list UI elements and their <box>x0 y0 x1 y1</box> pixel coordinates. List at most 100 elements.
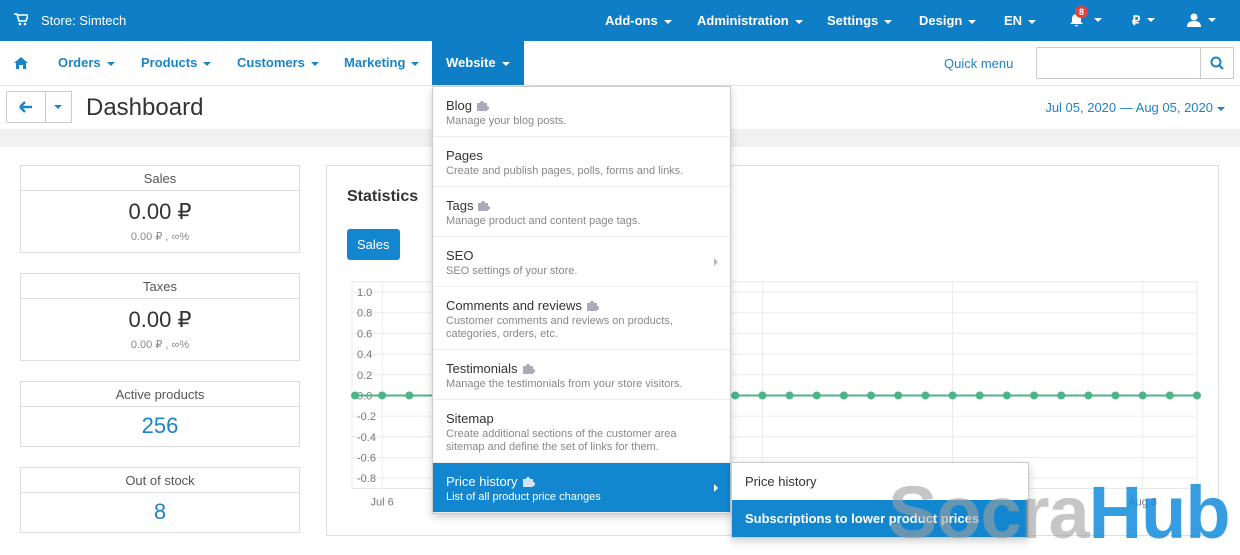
page-title: Dashboard <box>86 94 204 121</box>
menu-item-title: Testimonials <box>446 360 700 377</box>
card-label: Sales <box>21 166 299 191</box>
caret <box>106 61 115 66</box>
addon-icon <box>522 364 535 374</box>
menu-item-title-text: Price history <box>446 474 518 489</box>
card-label: Active products <box>21 382 299 407</box>
nav-label: Orders <box>58 55 101 70</box>
nav-item[interactable]: Website <box>432 41 524 85</box>
card-value[interactable]: 256 <box>141 413 179 438</box>
caret <box>1028 19 1037 24</box>
top-menu-label: Settings <box>827 13 879 28</box>
menu-item-desc: SEO settings of your store. <box>446 265 578 277</box>
menu-item-title-text: Blog <box>446 98 473 113</box>
menu-item-title: SEO <box>446 247 700 264</box>
top-menu-item[interactable]: Add-ons <box>605 13 672 28</box>
back-icon <box>19 101 32 113</box>
caret <box>54 105 62 110</box>
price-history-submenu: Price history Subscriptions to lower prod… <box>731 462 1029 538</box>
addon-icon <box>586 301 599 311</box>
card-label: Out of stock <box>21 468 299 493</box>
addon-icon <box>477 101 490 111</box>
card-value: 0.00 ₽ <box>128 307 192 332</box>
top-bar: Store: Simtech Add-ons Administration Sett… <box>0 0 1240 41</box>
stat-card: Active products 256 <box>20 381 300 447</box>
caret <box>501 61 510 66</box>
statistics-title: Statistics <box>347 188 419 205</box>
addon-icon <box>478 201 491 211</box>
top-menu-item[interactable]: EN <box>1004 13 1037 28</box>
top-menu-label: EN <box>1004 13 1023 28</box>
menu-item-title-text: Comments and reviews <box>446 298 582 313</box>
card-sub: 0.00 ₽ , ∞% <box>130 231 190 243</box>
top-menu-label: Administration <box>697 13 789 28</box>
menu-item-title-text: Sitemap <box>446 411 494 426</box>
menu-item-title: Sitemap <box>446 410 700 427</box>
watermark-right: Hub <box>1088 471 1231 554</box>
menu-item-title: Comments and reviews <box>446 297 700 314</box>
menu-item[interactable]: SEO SEO settings of your store. <box>433 237 730 287</box>
menu-item-desc: Create and publish pages, polls, forms a… <box>446 165 684 177</box>
submenu-arrow <box>714 257 718 266</box>
menu-item-title-text: Tags <box>446 198 474 213</box>
watermark: SocraHub <box>888 470 1231 555</box>
menu-item-title-text: SEO <box>446 248 474 263</box>
nav-item[interactable]: Products <box>127 41 225 85</box>
menu-item[interactable]: Price history List of all product price c… <box>433 463 730 513</box>
search-icon <box>1210 56 1224 70</box>
nav-bar: Orders Products Customers Marketing Website … <box>0 41 1240 86</box>
menu-item[interactable]: Pages Create and publish pages, polls, fo… <box>433 137 730 187</box>
card-value[interactable]: 8 <box>153 499 167 524</box>
history-dropdown[interactable] <box>45 91 72 123</box>
top-menu-label: Design <box>919 13 963 28</box>
menu-item[interactable]: Testimonials Manage the testimonials from… <box>433 350 730 400</box>
submenu-arrow <box>714 483 718 492</box>
caret <box>968 19 977 24</box>
menu-item-title: Price history <box>446 473 700 490</box>
currency[interactable]: ₽ <box>1132 13 1141 28</box>
menu-item[interactable]: Blog Manage your blog posts. <box>433 87 730 137</box>
card-label: Taxes <box>21 274 299 299</box>
addon-icon <box>522 477 535 487</box>
quick-menu[interactable]: Quick menu <box>944 56 1014 71</box>
top-menu-item[interactable]: Design <box>919 13 977 28</box>
menu-item-title: Pages <box>446 147 700 164</box>
menu-item-desc: Manage the testimonials from your store … <box>446 378 683 390</box>
menu-item[interactable]: Tags Manage product and content page tags… <box>433 187 730 237</box>
back-button[interactable] <box>6 91 46 123</box>
home-icon[interactable] <box>14 57 28 69</box>
menu-item-desc: Manage your blog posts. <box>446 115 567 127</box>
menu-item[interactable]: Comments and reviews Customer comments an… <box>433 287 730 350</box>
date-range-text: Jul 05, 2020 — Aug 05, 2020 <box>1045 100 1213 115</box>
nav-label: Marketing <box>344 55 406 70</box>
store-name[interactable]: Store: Simtech <box>41 13 127 28</box>
stat-card: Out of stock 8 <box>20 467 300 533</box>
nav-item[interactable]: Customers <box>223 41 333 85</box>
sales-tab[interactable]: Sales <box>347 229 400 260</box>
menu-item-desc: List of all product price changes <box>446 491 601 503</box>
caret <box>794 19 803 24</box>
caret <box>310 61 319 66</box>
caret <box>1094 18 1102 22</box>
search-button[interactable] <box>1200 47 1234 79</box>
menu-item-title: Blog <box>446 97 700 114</box>
top-menu-item[interactable]: Settings <box>827 13 893 28</box>
notification-badge: 8 <box>1075 6 1089 18</box>
watermark-left: Socra <box>888 471 1090 554</box>
menu-item-title-text: Testimonials <box>446 361 518 376</box>
website-menu: Blog Manage your blog posts. Pages Create a… <box>432 86 731 514</box>
stat-card: Sales 0.00 ₽ 0.00 ₽ , ∞% <box>20 165 300 253</box>
caret <box>203 61 212 66</box>
menu-item-desc: Create additional sections of the custom… <box>446 428 677 453</box>
menu-item-desc: Customer comments and reviews on product… <box>446 315 673 340</box>
caret <box>1147 18 1155 22</box>
nav-item[interactable]: Orders <box>44 41 129 85</box>
top-menu-item[interactable]: Administration <box>697 13 803 28</box>
date-range[interactable]: Jul 05, 2020 — Aug 05, 2020 <box>1045 100 1225 115</box>
submenu-item[interactable]: Subscriptions to lower product prices <box>732 500 1028 537</box>
menu-item[interactable]: Sitemap Create additional sections of the… <box>433 400 730 463</box>
user-icon[interactable] <box>1187 13 1201 27</box>
nav-label: Customers <box>237 55 305 70</box>
card-sub: 0.00 ₽ , ∞% <box>130 339 190 351</box>
nav-item[interactable]: Marketing <box>330 41 433 85</box>
